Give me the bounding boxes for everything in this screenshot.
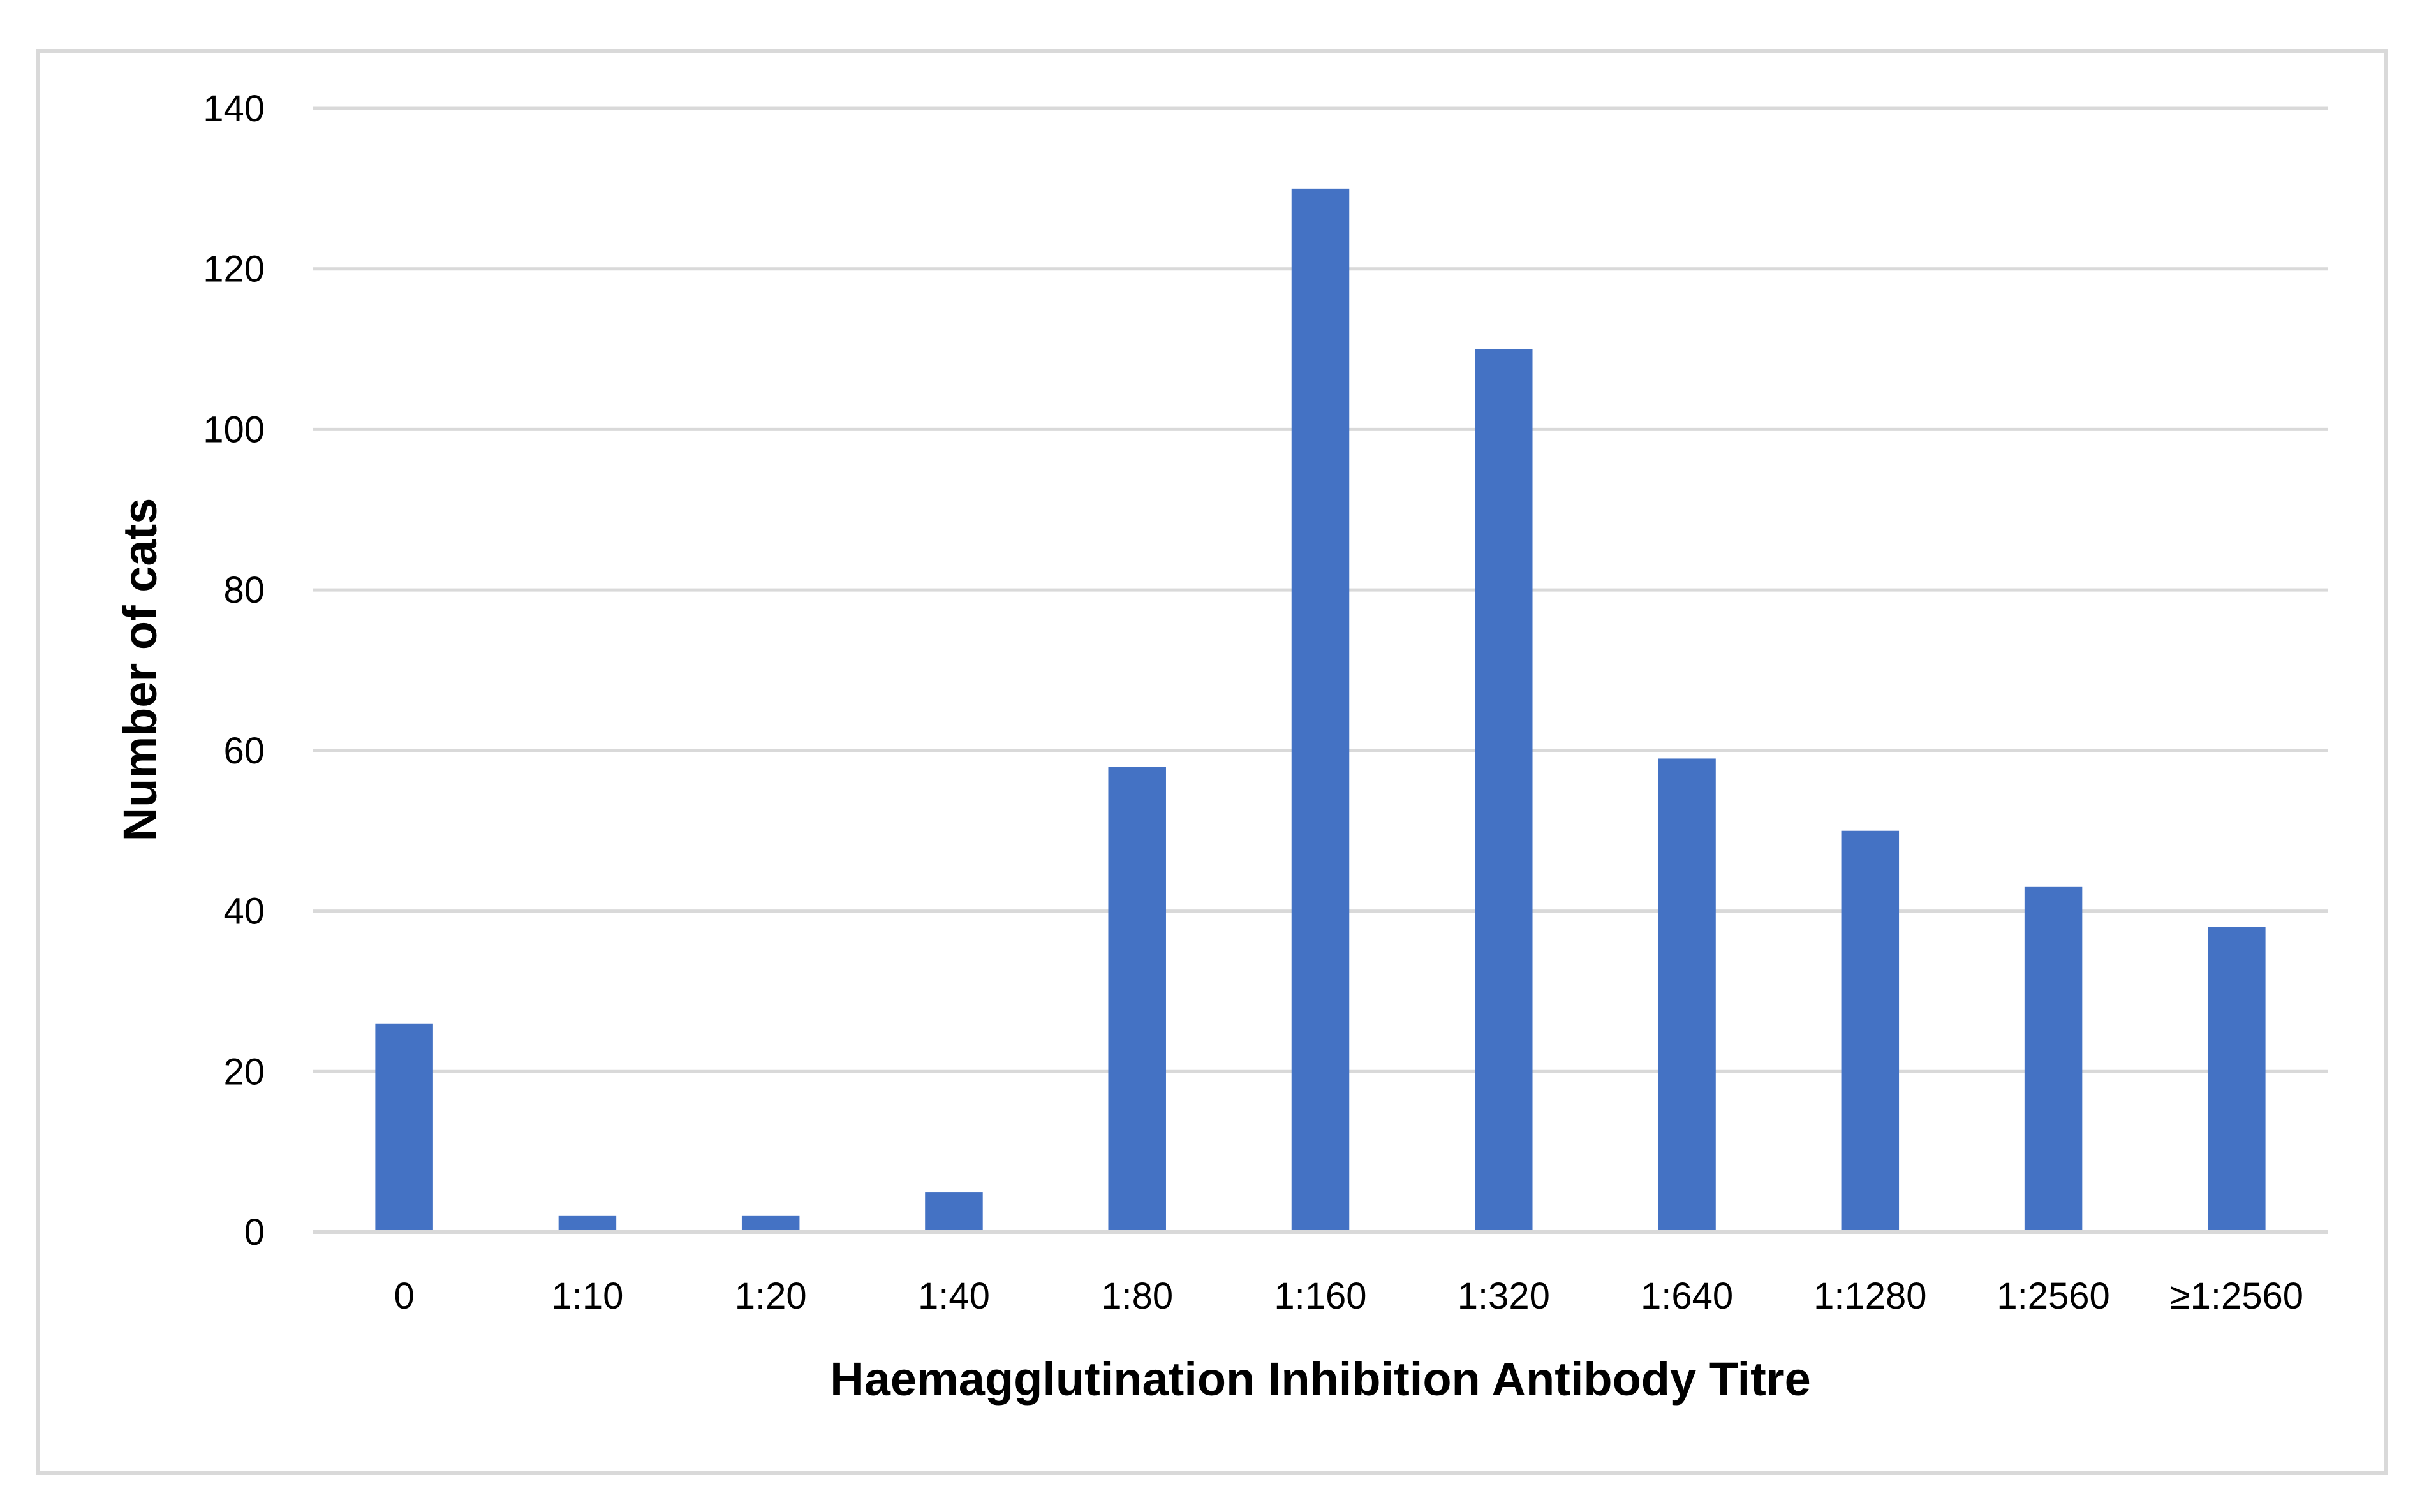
bar xyxy=(1658,758,1716,1232)
x-tick-label: 0 xyxy=(394,1275,415,1317)
y-tick-label: 40 xyxy=(223,891,265,932)
bar xyxy=(2024,886,2083,1232)
x-axis-title: Haemagglutination Inhibition Antibody Ti… xyxy=(830,1353,1811,1406)
bars xyxy=(375,188,2266,1232)
y-tick-label: 100 xyxy=(203,409,265,450)
x-tick-label: 1:40 xyxy=(918,1275,990,1317)
y-tick-label: 120 xyxy=(203,249,265,290)
x-axis-tick-labels: 0 1:10 1:20 1:40 1:80 1:160 1:320 1:640 1:1280 1:… xyxy=(394,1275,2303,1317)
bar xyxy=(1108,767,1166,1232)
y-tick-label: 80 xyxy=(223,569,265,611)
bar xyxy=(375,1023,433,1232)
y-tick-label: 20 xyxy=(223,1051,265,1092)
bar xyxy=(925,1192,983,1232)
y-tick-label: 0 xyxy=(244,1212,265,1253)
bar xyxy=(1475,349,1533,1232)
y-axis-title: Number of cats xyxy=(114,498,166,842)
bar xyxy=(741,1215,800,1232)
x-tick-label: 1:320 xyxy=(1458,1275,1550,1317)
x-tick-label: 1:10 xyxy=(551,1275,623,1317)
x-tick-label: 1:2560 xyxy=(1997,1275,2109,1317)
x-tick-label: 1:20 xyxy=(735,1275,807,1317)
chart-border xyxy=(36,49,2388,1475)
bar xyxy=(2208,927,2266,1232)
y-tick-label: 140 xyxy=(203,88,265,129)
x-tick-label: 1:160 xyxy=(1274,1275,1366,1317)
x-tick-label: 1:80 xyxy=(1101,1275,1173,1317)
y-tick-label: 60 xyxy=(223,730,265,772)
x-tick-label: 1:640 xyxy=(1641,1275,1733,1317)
x-tick-label: ≥1:2560 xyxy=(2170,1275,2303,1317)
bar xyxy=(558,1215,617,1232)
bar xyxy=(1291,188,1350,1232)
y-axis-tick-labels: 0 20 40 60 80 100 120 140 xyxy=(203,88,265,1253)
x-tick-label: 1:1280 xyxy=(1813,1275,1926,1317)
bar xyxy=(1841,830,1900,1232)
